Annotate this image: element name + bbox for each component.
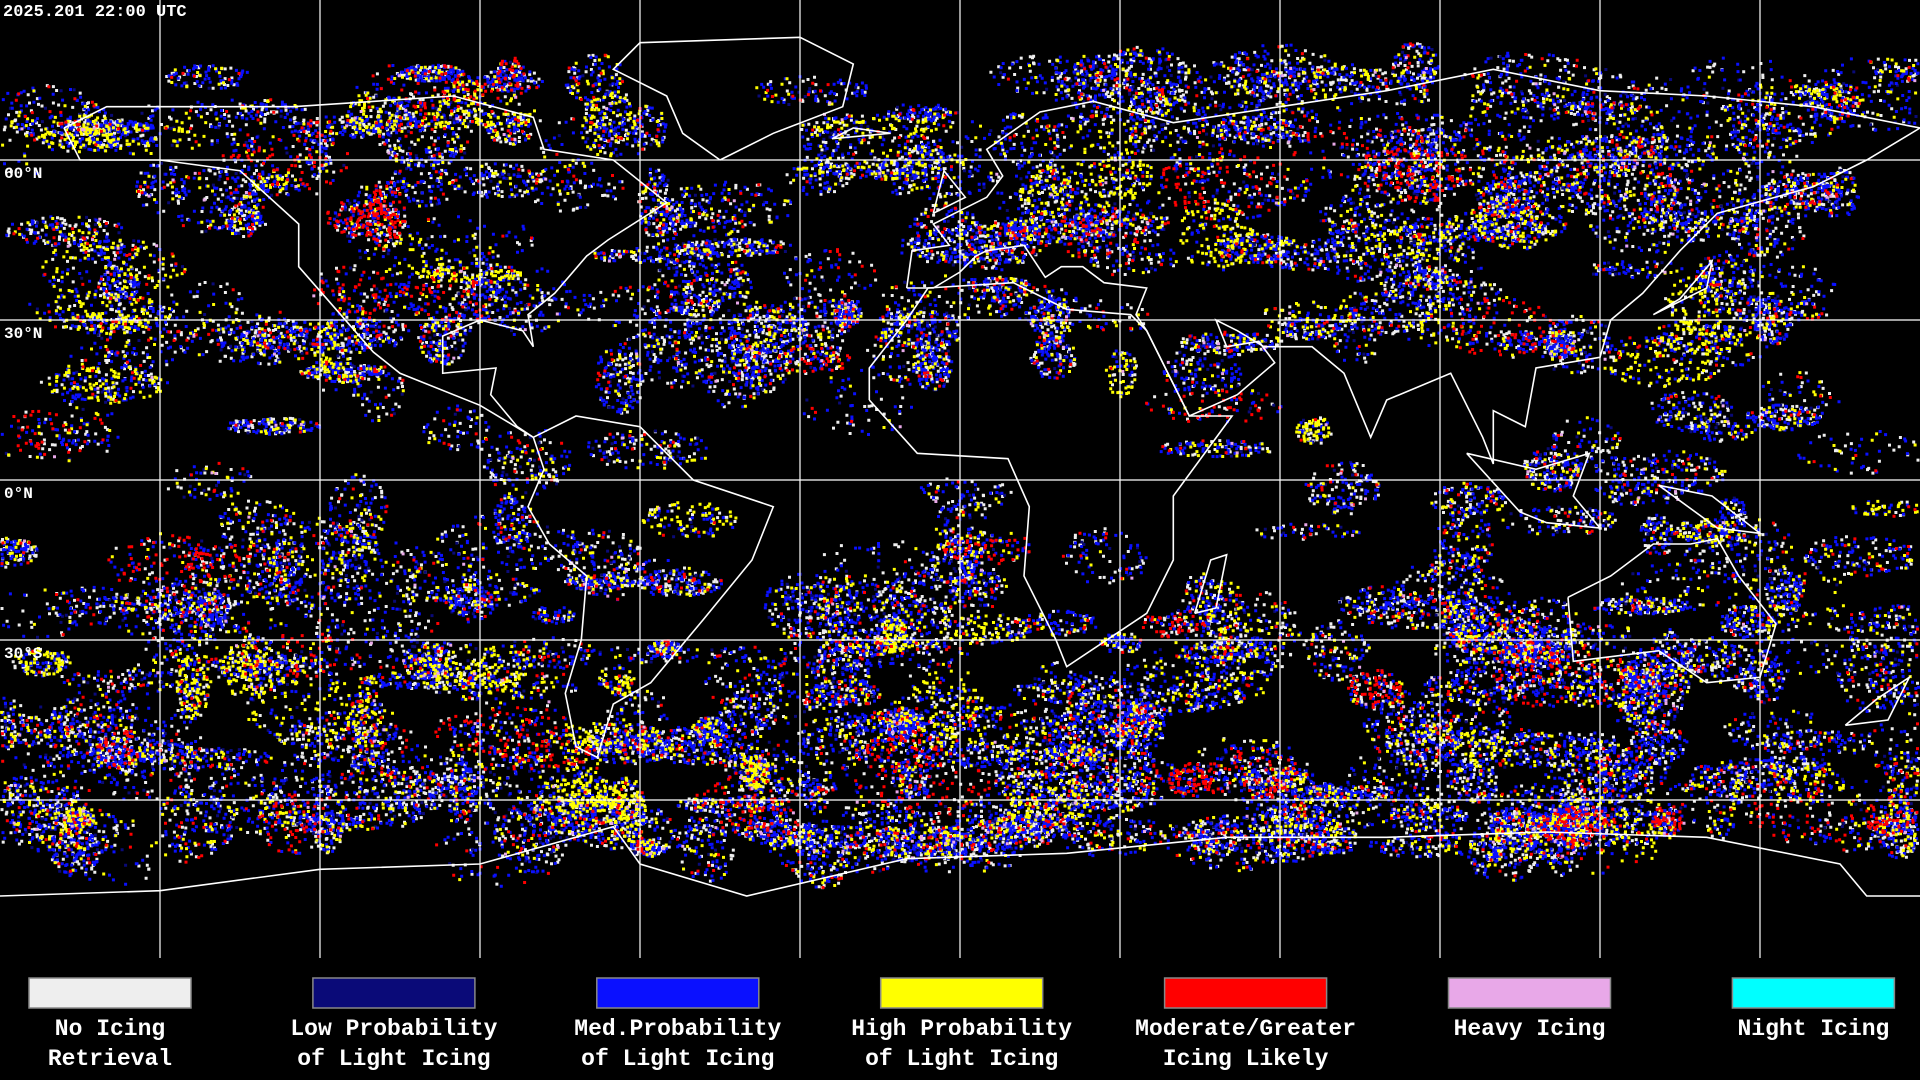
coastline [905,68,1920,465]
coastline [932,168,967,215]
latitude-label: 30°N [4,325,42,343]
legend-label: of Light Icing [865,1046,1058,1072]
legend-label: Low Probability [290,1016,497,1042]
labels: 2025.201 22:00 UTC 60°N 30°N 0°N 30°S [3,3,187,663]
legend: No Icing Retrieval Low Probability of Light… [28,977,1896,1072]
coastline [1652,258,1714,316]
coastline [1844,674,1912,727]
coastline [0,825,1920,897]
coastline [527,415,775,759]
timestamp: 2025.201 22:00 UTC [3,3,187,22]
coastlines [0,36,1920,897]
legend-swatch [1447,977,1612,1009]
legend-swatch [28,977,192,1009]
coastline [1567,537,1777,684]
legend-label: Icing Likely [1163,1046,1329,1072]
legend-swatch [879,977,1044,1009]
legend-label: of Light Icing [581,1046,774,1072]
legend-label: Retrieval [48,1046,172,1072]
legend-swatch [312,977,476,1009]
latitude-label: 60°N [4,165,42,183]
legend-swatch [596,977,760,1009]
legend-swatch [1163,977,1328,1009]
coastline [63,95,669,438]
coastline [831,127,891,140]
legend-label: No Icing [55,1016,165,1042]
coastline [1193,553,1228,615]
latitude-label: 30°S [4,645,43,663]
legend-swatch [1731,977,1896,1009]
legend-label: Moderate/Greater [1135,1016,1356,1042]
legend-label: Night Icing [1737,1016,1889,1042]
coastline [1466,452,1602,529]
legend-label: High Probability [851,1016,1072,1042]
legend-label: Heavy Icing [1454,1016,1606,1042]
legend-label: of Light Icing [297,1046,490,1072]
coastline [611,36,855,161]
legend-label: Med.Probability [574,1016,781,1042]
latitude-label: 0°N [4,485,33,503]
graticule [0,0,1920,958]
coastline [868,281,1234,668]
